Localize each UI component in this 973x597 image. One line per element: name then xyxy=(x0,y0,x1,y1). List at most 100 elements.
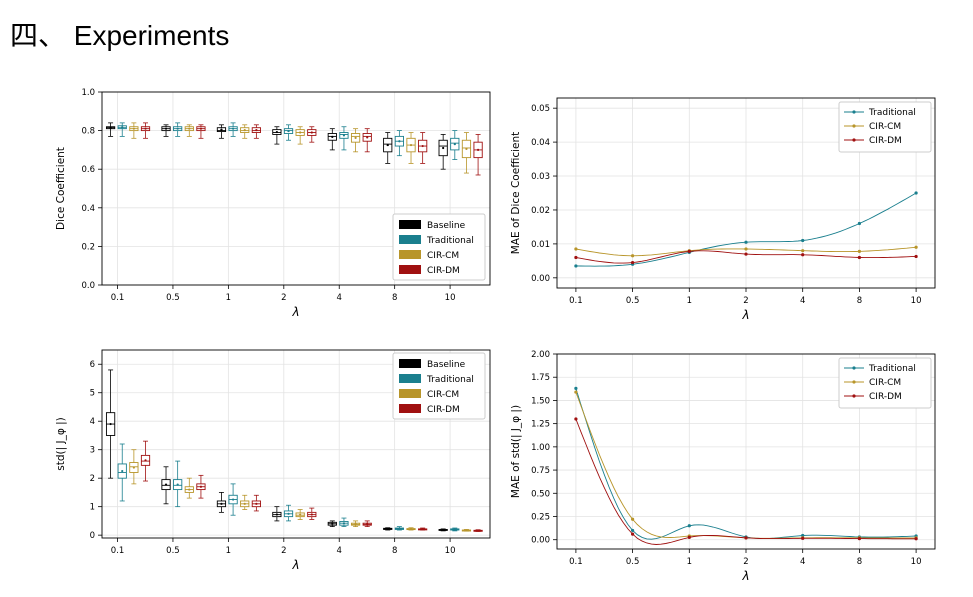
mean-marker xyxy=(342,134,346,137)
y-tick-label: 0.03 xyxy=(531,172,550,182)
mean-marker xyxy=(275,513,278,516)
std-jacobian-boxplot-chart: 0 1 2 3 4 5 6 0.1 0.5 1 2 4 8 10 λ std(| J_φ |) Baseline… xyxy=(55,349,491,572)
data-point-traditional xyxy=(801,238,805,243)
mean-marker xyxy=(465,529,468,532)
mean-marker xyxy=(453,143,456,146)
mean-marker xyxy=(164,127,168,130)
x-tick-label: 1 xyxy=(687,557,692,567)
data-point-cir-cm xyxy=(574,247,578,251)
legend-swatch-traditional xyxy=(399,235,421,244)
legend-swatch-cir-dm xyxy=(399,265,421,274)
mean-marker xyxy=(243,129,246,132)
legend-marker-cir-cm xyxy=(852,124,856,128)
legend-marker-traditional xyxy=(852,110,856,114)
mean-marker xyxy=(398,140,401,143)
mean-marker xyxy=(453,528,456,531)
legend-label-cir-cm: CIR-CM xyxy=(869,378,901,388)
mean-marker xyxy=(409,527,413,531)
data-point-cir-dm xyxy=(801,536,805,540)
mean-marker xyxy=(421,528,424,531)
mean-marker xyxy=(220,128,223,131)
plot-frame xyxy=(101,91,491,286)
x-tick-label: 2 xyxy=(743,557,748,567)
mean-marker xyxy=(386,143,389,147)
x-tick-label: 1 xyxy=(226,546,231,556)
y-tick-label: 0.00 xyxy=(531,274,550,284)
y-tick-label: 2 xyxy=(90,474,95,484)
data-point-traditional xyxy=(914,191,918,195)
x-tick-label: 2 xyxy=(281,293,286,303)
legend-swatch-cir-dm xyxy=(399,404,421,413)
x-tick-label: 8 xyxy=(392,293,397,303)
x-axis-label: λ xyxy=(741,569,749,583)
x-tick-label: 8 xyxy=(857,557,862,567)
data-point-cir-dm xyxy=(631,532,635,536)
x-tick-label: 2 xyxy=(743,296,748,306)
data-point-cir-dm xyxy=(744,536,748,540)
mean-marker xyxy=(354,136,357,139)
mean-marker xyxy=(275,130,278,134)
mean-marker xyxy=(199,127,203,130)
legend-label-baseline: Baseline xyxy=(427,360,466,370)
y-tick-label: 2.00 xyxy=(531,350,550,360)
x-tick-label: 0.5 xyxy=(626,296,640,306)
mean-marker xyxy=(421,144,424,148)
mean-marker xyxy=(287,129,290,133)
plot-frame xyxy=(101,349,491,539)
legend-swatch-baseline xyxy=(399,359,421,368)
x-tick-label: 4 xyxy=(337,293,342,303)
mean-marker xyxy=(255,129,258,132)
legend-box xyxy=(392,352,486,420)
y-tick-label: 1.25 xyxy=(531,420,550,430)
y-tick-label: 6 xyxy=(90,360,95,370)
data-point-cir-cm xyxy=(801,249,805,253)
data-point-traditional xyxy=(857,221,861,226)
legend-marker-traditional xyxy=(852,366,856,370)
mean-marker xyxy=(121,469,124,473)
data-point-traditional xyxy=(801,533,805,538)
mean-marker xyxy=(188,488,191,491)
y-tick-label: 1.75 xyxy=(531,373,550,383)
y-tick-label: 0.01 xyxy=(531,240,550,250)
mean-marker xyxy=(465,147,468,151)
x-tick-label: 1 xyxy=(687,296,692,306)
data-point-cir-dm xyxy=(914,537,918,541)
y-axis-label: std(| J_φ |) xyxy=(55,417,67,470)
x-tick-label: 10 xyxy=(445,546,456,556)
legend-swatch-traditional xyxy=(399,374,421,383)
legend-box xyxy=(392,213,486,281)
x-tick-label: 2 xyxy=(281,546,286,556)
legend-label-cir-dm: CIR-DM xyxy=(869,136,902,146)
legend-label-traditional: Traditional xyxy=(426,375,474,385)
legend-marker-cir-cm xyxy=(852,380,856,384)
mean-marker xyxy=(188,127,191,130)
mean-marker xyxy=(354,523,357,526)
legend-label-cir-cm: CIR-CM xyxy=(869,122,901,132)
y-axis-label: Dice Coefficient xyxy=(55,147,67,230)
data-point-traditional xyxy=(687,524,691,528)
data-point-cir-dm xyxy=(687,249,691,253)
y-axis-label: MAE of std(| J_φ |) xyxy=(510,405,522,498)
y-tick-label: 0.04 xyxy=(531,138,550,148)
data-point-cir-dm xyxy=(857,537,861,541)
x-tick-label: 0.1 xyxy=(111,546,125,556)
legend-label-cir-cm: CIR-CM xyxy=(427,251,459,261)
data-point-cir-dm xyxy=(801,253,805,257)
y-tick-label: 0.50 xyxy=(531,489,550,499)
mean-marker xyxy=(132,127,135,130)
data-point-traditional xyxy=(631,528,635,533)
mean-marker xyxy=(109,126,112,129)
y-tick-label: 0.00 xyxy=(531,536,550,546)
x-tick-label: 8 xyxy=(857,296,862,306)
mean-marker xyxy=(310,131,313,134)
x-tick-label: 10 xyxy=(445,293,456,303)
mean-marker xyxy=(144,127,147,130)
x-tick-label: 4 xyxy=(337,546,342,556)
x-tick-label: 10 xyxy=(911,296,922,306)
y-tick-label: 0.25 xyxy=(531,513,550,523)
y-tick-label: 0.8 xyxy=(81,127,95,137)
data-point-cir-dm xyxy=(914,254,918,259)
legend-label-baseline: Baseline xyxy=(427,221,466,231)
y-tick-label: 0.05 xyxy=(531,104,550,114)
y-axis-label: MAE of Dice Coefficient xyxy=(510,132,522,255)
